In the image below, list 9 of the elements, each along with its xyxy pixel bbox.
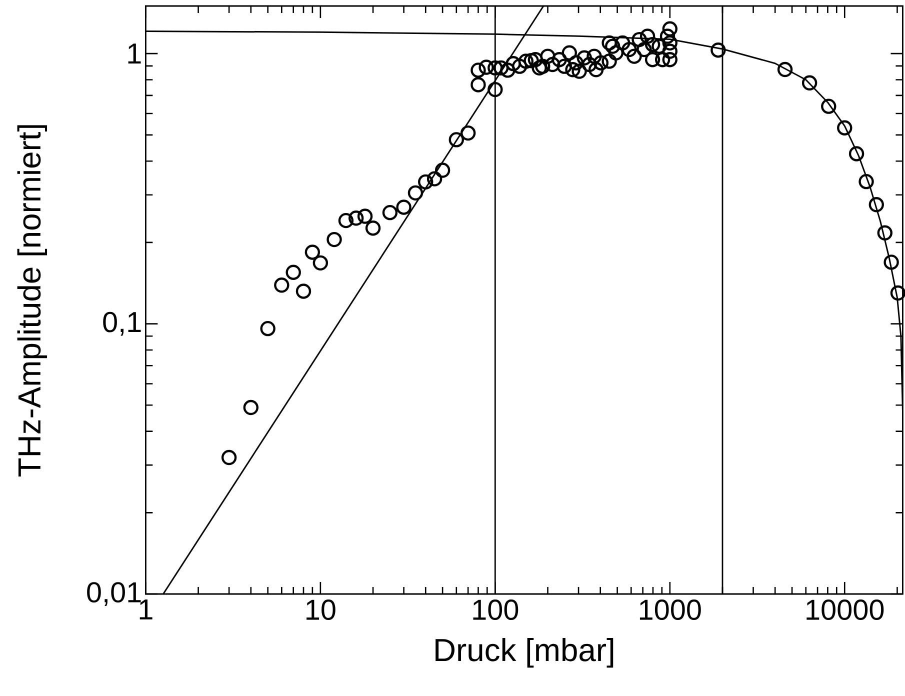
- x-tick-label: 100: [473, 600, 518, 620]
- y-tick-label: 0,01: [87, 582, 141, 606]
- x-tick-label: 1000: [640, 600, 701, 620]
- y-axis-title: THz-Amplitude [normiert]: [17, 125, 48, 476]
- y-tick-label: 0,1: [103, 312, 141, 336]
- x-axis-title: Druck [mbar]: [436, 638, 614, 668]
- x-tick-label: 10000: [806, 600, 884, 620]
- y-tick-label: 1: [128, 44, 141, 64]
- x-tick-label: 10: [306, 600, 336, 620]
